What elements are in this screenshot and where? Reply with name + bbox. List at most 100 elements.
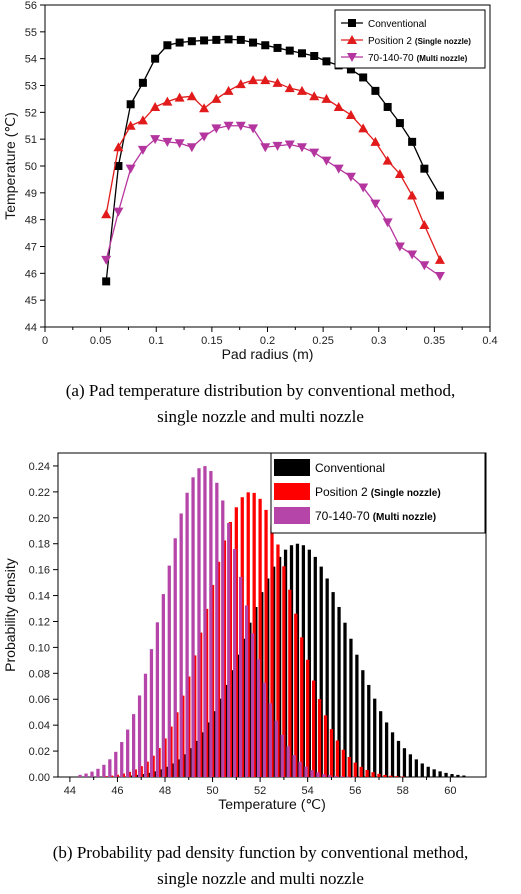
- data-point: [346, 65, 355, 74]
- histogram-bar: [137, 695, 142, 777]
- y-axis-title: Temperature (℃): [2, 112, 18, 220]
- data-point: [137, 145, 148, 155]
- histogram-bar: [319, 566, 323, 777]
- series-line: [105, 79, 441, 261]
- histogram-bar: [206, 722, 210, 777]
- y-axis-title: Probability density: [2, 558, 18, 672]
- histogram-bar: [173, 538, 177, 777]
- data-point: [284, 140, 295, 150]
- histogram-bar: [329, 729, 334, 777]
- legend-label: Position 2 (Single nozzle): [368, 36, 471, 47]
- legend-label-note: (Single nozzle): [415, 37, 471, 46]
- data-point: [186, 143, 197, 153]
- histogram-bar: [176, 759, 181, 777]
- data-point: [260, 143, 271, 153]
- x-tick-label: 0.4: [482, 335, 497, 347]
- data-point: [382, 218, 393, 228]
- histogram-bar: [260, 592, 264, 777]
- data-point: [163, 41, 172, 50]
- data-point: [212, 35, 221, 44]
- x-axis-title: Pad radius (m): [222, 346, 314, 362]
- histogram-bar: [262, 682, 267, 777]
- x-tick-label: 0.15: [201, 335, 222, 347]
- histogram-bar: [120, 742, 124, 777]
- histogram-bar: [135, 774, 139, 777]
- histogram-bar: [102, 764, 106, 777]
- histogram-bar: [341, 749, 345, 777]
- x-tick-label: 60: [444, 785, 456, 797]
- data-point: [285, 46, 294, 55]
- histogram-bar: [301, 545, 306, 777]
- x-tick-label: 0.1: [149, 335, 164, 347]
- data-point: [310, 51, 319, 60]
- chart-a-pad-temperature: 0 0.05 0.1 0.15 0.2 0.25 0.3 0.35 0.4 44 45 46 47 48 4…: [2, 0, 498, 362]
- data-point: [309, 91, 320, 101]
- histogram-bar: [408, 754, 413, 777]
- histogram-bar: [395, 776, 399, 777]
- histogram-bar: [109, 775, 114, 777]
- data-point: [162, 137, 173, 147]
- data-point: [383, 102, 392, 111]
- histogram-bar: [384, 722, 389, 777]
- histogram-bar: [151, 755, 155, 777]
- histogram-bar: [212, 711, 216, 777]
- series-line: [105, 38, 441, 282]
- y-tick-label: 0.02: [29, 746, 50, 758]
- legend: Conventional Position 2 (Single nozzle) 70-…: [270, 452, 486, 534]
- histogram-bar: [389, 775, 393, 777]
- histogram-bar: [242, 638, 246, 777]
- legend: Conventional Position 2 (Single nozzle) 70-…: [334, 9, 486, 69]
- histogram-bar: [304, 766, 308, 777]
- data-point: [358, 183, 369, 193]
- histogram-bar: [197, 468, 201, 777]
- histogram-bar: [355, 654, 359, 777]
- y-tick-label: 0.24: [29, 461, 50, 473]
- histogram-bar: [203, 466, 207, 777]
- data-point: [435, 191, 444, 200]
- histogram-bar: [280, 734, 284, 777]
- histogram-bar: [252, 492, 256, 777]
- x-tick-label: 58: [397, 785, 409, 797]
- x-tick-label: 0.25: [312, 335, 333, 347]
- y-tick-label: 56: [25, 0, 37, 12]
- series-1: [101, 75, 445, 264]
- histogram-bar: [390, 732, 395, 777]
- histogram-bar: [157, 748, 161, 777]
- data-point: [223, 121, 234, 131]
- y-tick-label: 51: [25, 134, 37, 146]
- data-point: [138, 78, 147, 87]
- data-point: [394, 169, 405, 179]
- histogram-bar: [359, 766, 363, 777]
- data-point: [321, 156, 332, 166]
- data-point: [272, 77, 283, 87]
- data-point: [113, 142, 124, 152]
- x-tick-label: 0.2: [260, 335, 275, 347]
- histogram-bar: [108, 759, 112, 777]
- histogram-bar: [127, 771, 131, 777]
- histogram-bar: [167, 565, 171, 777]
- legend-marker: [347, 35, 357, 44]
- data-point: [359, 73, 368, 82]
- y-tick-label: 0.06: [29, 694, 50, 706]
- histogram-bar: [103, 776, 108, 777]
- data-point: [419, 220, 430, 230]
- histogram-bar: [294, 613, 298, 777]
- x-tick-label: 46: [111, 785, 123, 797]
- histogram-bar: [216, 561, 221, 777]
- histogram-bar: [187, 676, 191, 777]
- histogram-bar: [361, 670, 365, 777]
- histogram-bar: [234, 507, 238, 777]
- x-tick-label: 52: [254, 785, 266, 797]
- histogram-bar: [274, 720, 278, 777]
- series-line: [105, 125, 441, 277]
- histogram-bar: [236, 654, 240, 777]
- legend-label: Position 2 (Single nozzle): [315, 485, 441, 499]
- y-tick-label: 0.10: [29, 642, 50, 654]
- y-tick-label: 46: [25, 268, 37, 280]
- data-point: [101, 209, 112, 219]
- histogram-bar: [78, 774, 82, 777]
- x-tick-label: 44: [64, 785, 76, 797]
- histogram-bar: [377, 773, 381, 777]
- caption-b: (b) Probability pad density function by …: [0, 840, 521, 892]
- y-tick-label: 47: [25, 242, 37, 254]
